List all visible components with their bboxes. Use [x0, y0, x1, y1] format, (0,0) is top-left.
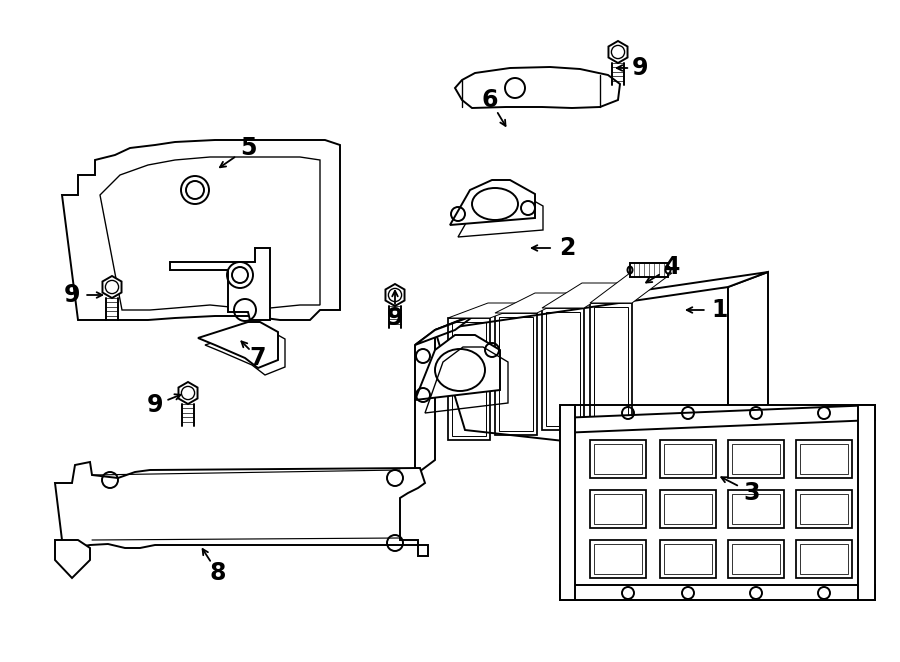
- Text: 9: 9: [632, 56, 648, 80]
- Polygon shape: [178, 382, 197, 404]
- Text: 4: 4: [664, 255, 680, 279]
- Polygon shape: [630, 263, 668, 277]
- Polygon shape: [608, 41, 627, 63]
- Text: 8: 8: [210, 561, 226, 585]
- Polygon shape: [55, 462, 428, 556]
- Text: 2: 2: [559, 236, 575, 260]
- Polygon shape: [495, 293, 577, 313]
- Polygon shape: [435, 287, 728, 460]
- Polygon shape: [560, 585, 875, 600]
- Polygon shape: [455, 67, 620, 108]
- Polygon shape: [542, 283, 624, 308]
- Polygon shape: [415, 315, 475, 345]
- Polygon shape: [55, 540, 90, 578]
- Text: 6: 6: [482, 88, 499, 112]
- Polygon shape: [858, 405, 875, 600]
- Text: 9: 9: [387, 306, 403, 330]
- Polygon shape: [62, 140, 340, 320]
- Polygon shape: [565, 405, 870, 600]
- Text: 9: 9: [64, 283, 80, 307]
- Polygon shape: [728, 272, 768, 460]
- Polygon shape: [435, 272, 768, 330]
- Polygon shape: [170, 248, 270, 320]
- Text: 9: 9: [147, 393, 163, 417]
- Polygon shape: [198, 322, 278, 368]
- Polygon shape: [560, 405, 875, 433]
- Polygon shape: [385, 284, 404, 306]
- Text: 1: 1: [712, 298, 728, 322]
- Text: 5: 5: [239, 136, 256, 160]
- Text: 3: 3: [743, 481, 760, 505]
- Ellipse shape: [665, 267, 670, 273]
- Text: 7: 7: [250, 346, 266, 370]
- Polygon shape: [415, 335, 500, 400]
- Polygon shape: [450, 180, 535, 225]
- Polygon shape: [590, 273, 672, 303]
- Polygon shape: [448, 303, 530, 318]
- Polygon shape: [560, 405, 575, 600]
- Polygon shape: [103, 276, 122, 298]
- Polygon shape: [415, 330, 435, 475]
